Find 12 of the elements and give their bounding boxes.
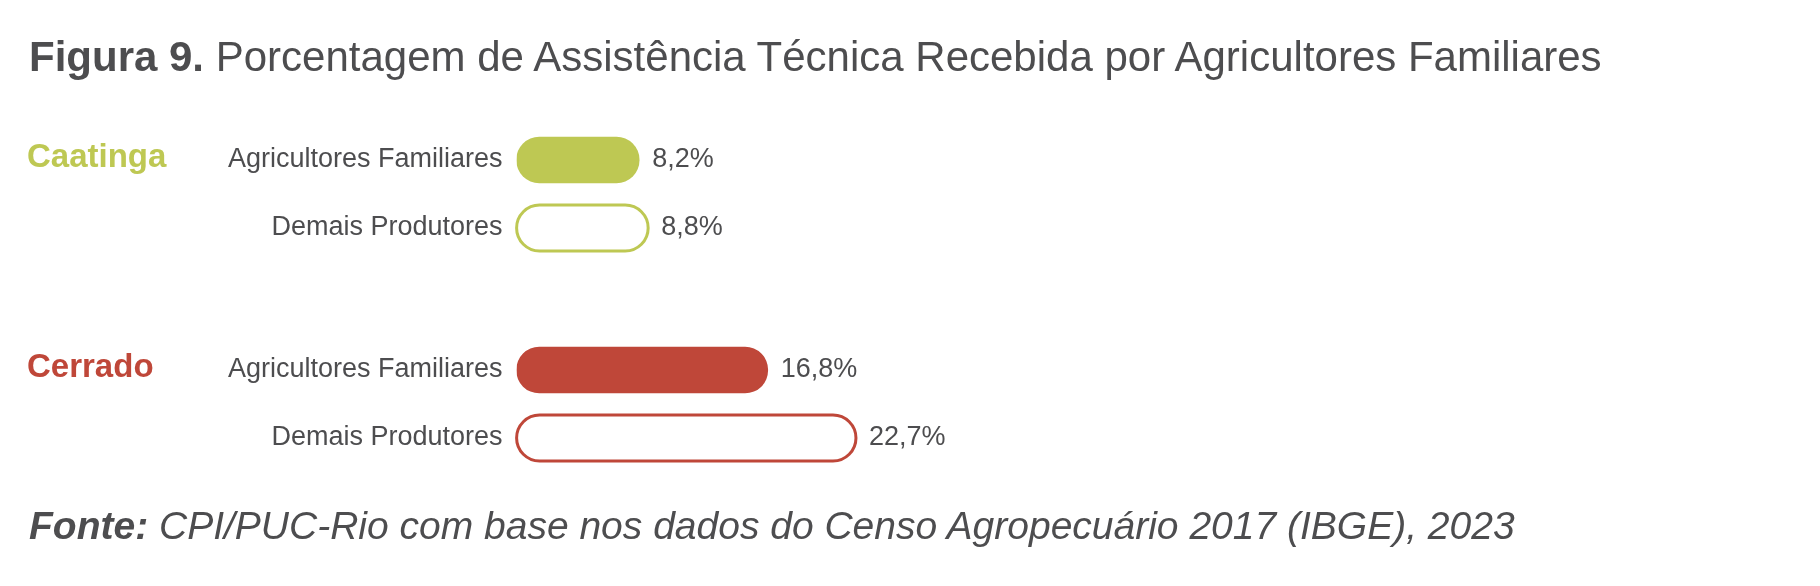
- text: Cerrado: [27, 347, 154, 385]
- data-label: 22,7%: [868, 421, 946, 452]
- data-label: 16,8%: [780, 353, 858, 384]
- y-tick-label: Demais Produtores: [271, 421, 503, 452]
- chart-title: Figura 9. Porcentagem de Assistência Técnica Recebida por Agricultores Familiares: [29, 33, 1602, 80]
- y-tick-label: Agricultores Familiares: [228, 353, 503, 384]
- text: Caatinga: [27, 137, 168, 175]
- data-label: 8,2%: [652, 143, 714, 174]
- source-note: Fonte: CPI/PUC-Rio com base nos dados do Censo Agropecuário 2017 (IBGE), 2023: [29, 504, 1515, 547]
- y-tick-label: Agricultores Familiares: [228, 143, 503, 174]
- data-label: 8,8%: [661, 211, 723, 242]
- y-tick-label: Demais Produtores: [271, 211, 503, 242]
